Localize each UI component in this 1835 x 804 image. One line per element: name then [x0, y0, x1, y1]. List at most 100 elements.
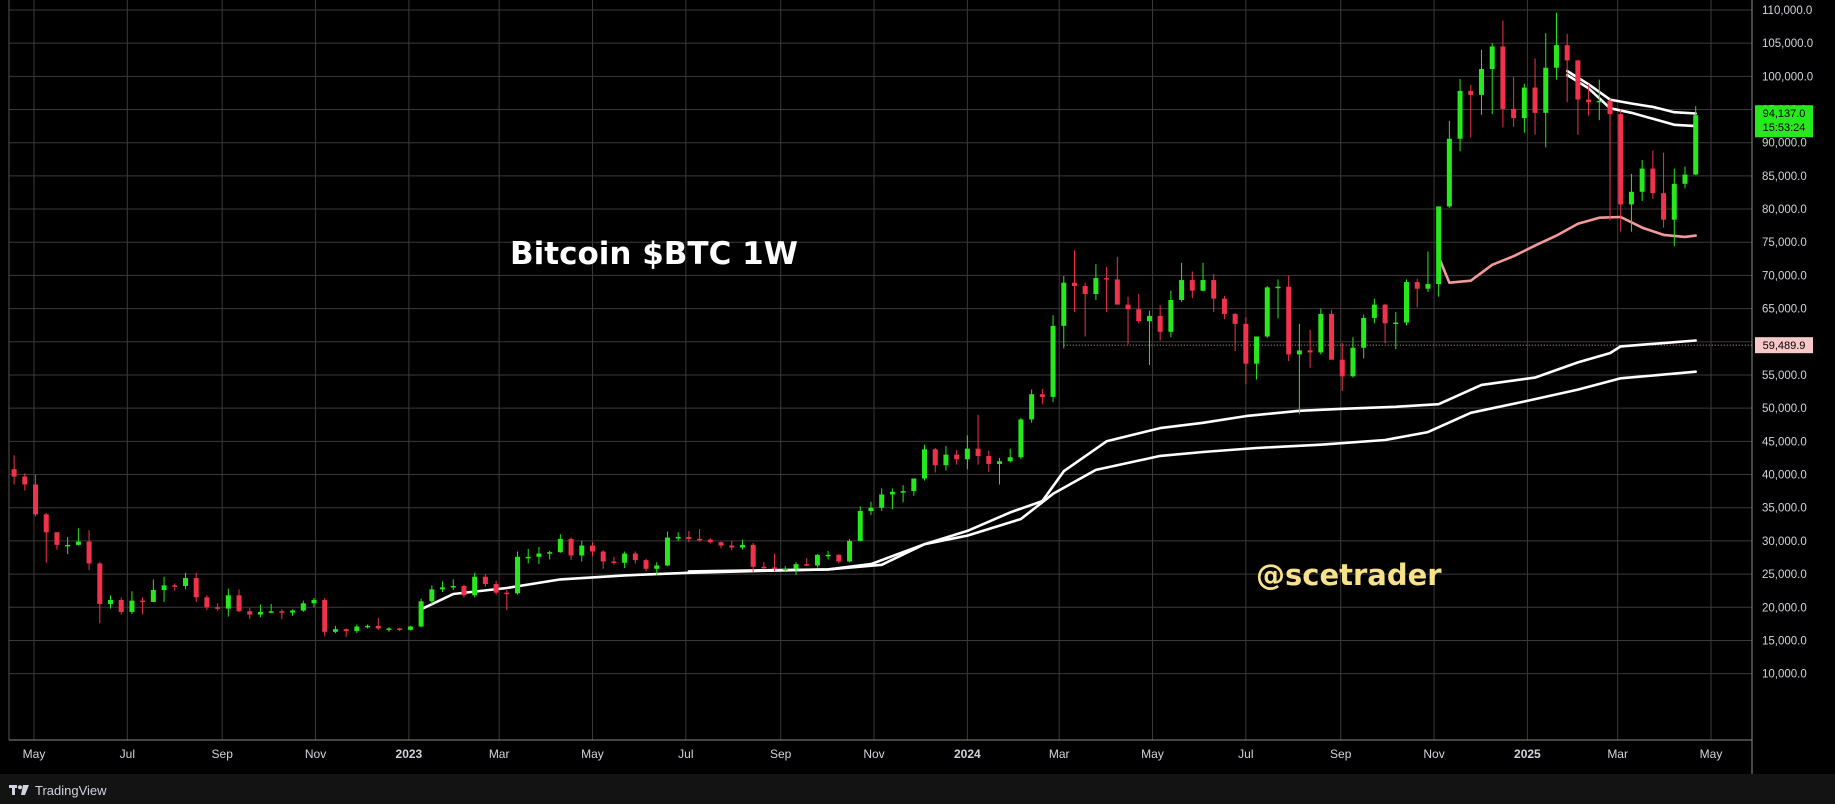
- candle-body: [472, 576, 478, 596]
- candle-body: [879, 494, 885, 508]
- candle-body: [814, 554, 820, 566]
- candle-body: [986, 455, 992, 464]
- time-tick-label: Jul: [120, 747, 135, 761]
- price-tick-label: 15,000.0: [1762, 635, 1807, 647]
- candle-body: [172, 585, 178, 587]
- candle-body: [579, 545, 585, 556]
- candle-body: [1211, 280, 1217, 299]
- candle-body: [1104, 278, 1110, 280]
- candle-body: [1339, 359, 1345, 377]
- candle-body: [1457, 90, 1463, 139]
- candle-body: [1221, 298, 1227, 314]
- candle-body: [1650, 168, 1656, 194]
- price-chart[interactable]: 110,000.0105,000.0100,000.095,000.090,00…: [0, 0, 1835, 774]
- candle-body: [1575, 60, 1581, 100]
- candle-body: [450, 586, 456, 588]
- level-price-label: 59,489.9: [1763, 340, 1806, 352]
- candle-body: [1179, 280, 1185, 300]
- candle-body: [1393, 322, 1399, 325]
- candle-body: [43, 514, 49, 533]
- candle-body: [118, 599, 124, 612]
- time-tick-label: Mar: [489, 747, 510, 761]
- candle-body: [33, 484, 39, 515]
- candle-body: [1500, 46, 1506, 109]
- candle-body: [782, 568, 788, 571]
- candle-body: [847, 540, 853, 562]
- candle-body: [1414, 282, 1420, 289]
- candle-body: [557, 538, 563, 553]
- candle-body: [1232, 313, 1238, 324]
- candle-body: [729, 545, 735, 548]
- candle-body: [600, 551, 606, 562]
- time-tick-label: 2025: [1514, 747, 1541, 761]
- candle-body: [1254, 336, 1260, 364]
- bar-countdown-label: 15:53:24: [1763, 122, 1806, 134]
- candle-body: [193, 578, 199, 598]
- candle-body: [718, 542, 724, 546]
- candle-body: [268, 611, 274, 613]
- price-tick-label: 35,000.0: [1762, 503, 1807, 515]
- candle-body: [1296, 350, 1302, 355]
- candle-body: [1553, 45, 1559, 68]
- candle-body: [1168, 299, 1174, 332]
- candle-body: [750, 544, 756, 567]
- time-tick-label: May: [581, 747, 604, 761]
- candle-body: [793, 564, 799, 569]
- candle-body: [1189, 280, 1195, 291]
- level-price-label-bg: [1755, 337, 1813, 354]
- candle-body: [1543, 67, 1549, 113]
- time-tick-label: Mar: [1607, 747, 1628, 761]
- candle-body: [140, 600, 146, 603]
- candle-body: [161, 585, 167, 591]
- price-tick-label: 65,000.0: [1762, 304, 1807, 316]
- author-handle-annotation: @scetrader: [1256, 558, 1442, 592]
- price-tick-label: 55,000.0: [1762, 370, 1807, 382]
- candle-body: [397, 628, 403, 631]
- price-tick-label: 80,000.0: [1762, 204, 1807, 216]
- candle-body: [482, 576, 488, 585]
- candle-body: [1521, 87, 1527, 119]
- price-tick-label: 10,000.0: [1762, 669, 1807, 681]
- candle-body: [857, 511, 863, 541]
- candle-body: [922, 449, 928, 479]
- candle-body: [418, 601, 424, 627]
- candle-body: [1639, 168, 1645, 192]
- time-tick-label: Sep: [1330, 747, 1352, 761]
- candle-body: [343, 629, 349, 632]
- candle-body: [1050, 325, 1056, 397]
- price-tick-label: 85,000.0: [1762, 171, 1807, 183]
- moving-average-ma_lower: [687, 370, 1697, 573]
- price-tick-label: 45,000.0: [1762, 436, 1807, 448]
- candle-body: [547, 552, 553, 554]
- candle-body: [1586, 99, 1592, 103]
- candle-body: [954, 454, 960, 460]
- tradingview-branding[interactable]: TradingView: [9, 783, 107, 798]
- candle-body: [686, 536, 692, 539]
- candle-body: [247, 611, 253, 615]
- price-tick-label: 90,000.0: [1762, 138, 1807, 150]
- candle-body: [772, 567, 778, 569]
- candle-body: [354, 626, 360, 632]
- candle-body: [515, 556, 521, 594]
- candle-body: [1071, 282, 1077, 287]
- candle-body: [279, 611, 285, 613]
- chart-title-annotation: Bitcoin $BTC 1W: [510, 236, 798, 272]
- time-tick-label: Jul: [1238, 747, 1253, 761]
- candle-body: [697, 538, 703, 541]
- candle-body: [1146, 315, 1152, 322]
- candle-body: [407, 626, 413, 630]
- time-tick-label: Sep: [212, 747, 234, 761]
- candle-body: [632, 553, 638, 561]
- tradingview-logo-icon: [9, 784, 31, 797]
- candle-body: [75, 541, 81, 545]
- candle-body: [611, 561, 617, 563]
- candle-body: [1618, 114, 1624, 205]
- candle-body: [11, 469, 17, 477]
- candle-body: [1018, 419, 1024, 458]
- candle-body: [215, 607, 221, 609]
- price-tick-label: 30,000.0: [1762, 536, 1807, 548]
- candle-body: [1478, 69, 1484, 95]
- candle-body: [1243, 323, 1249, 364]
- candle-body: [536, 553, 542, 557]
- candle-body: [1425, 284, 1431, 289]
